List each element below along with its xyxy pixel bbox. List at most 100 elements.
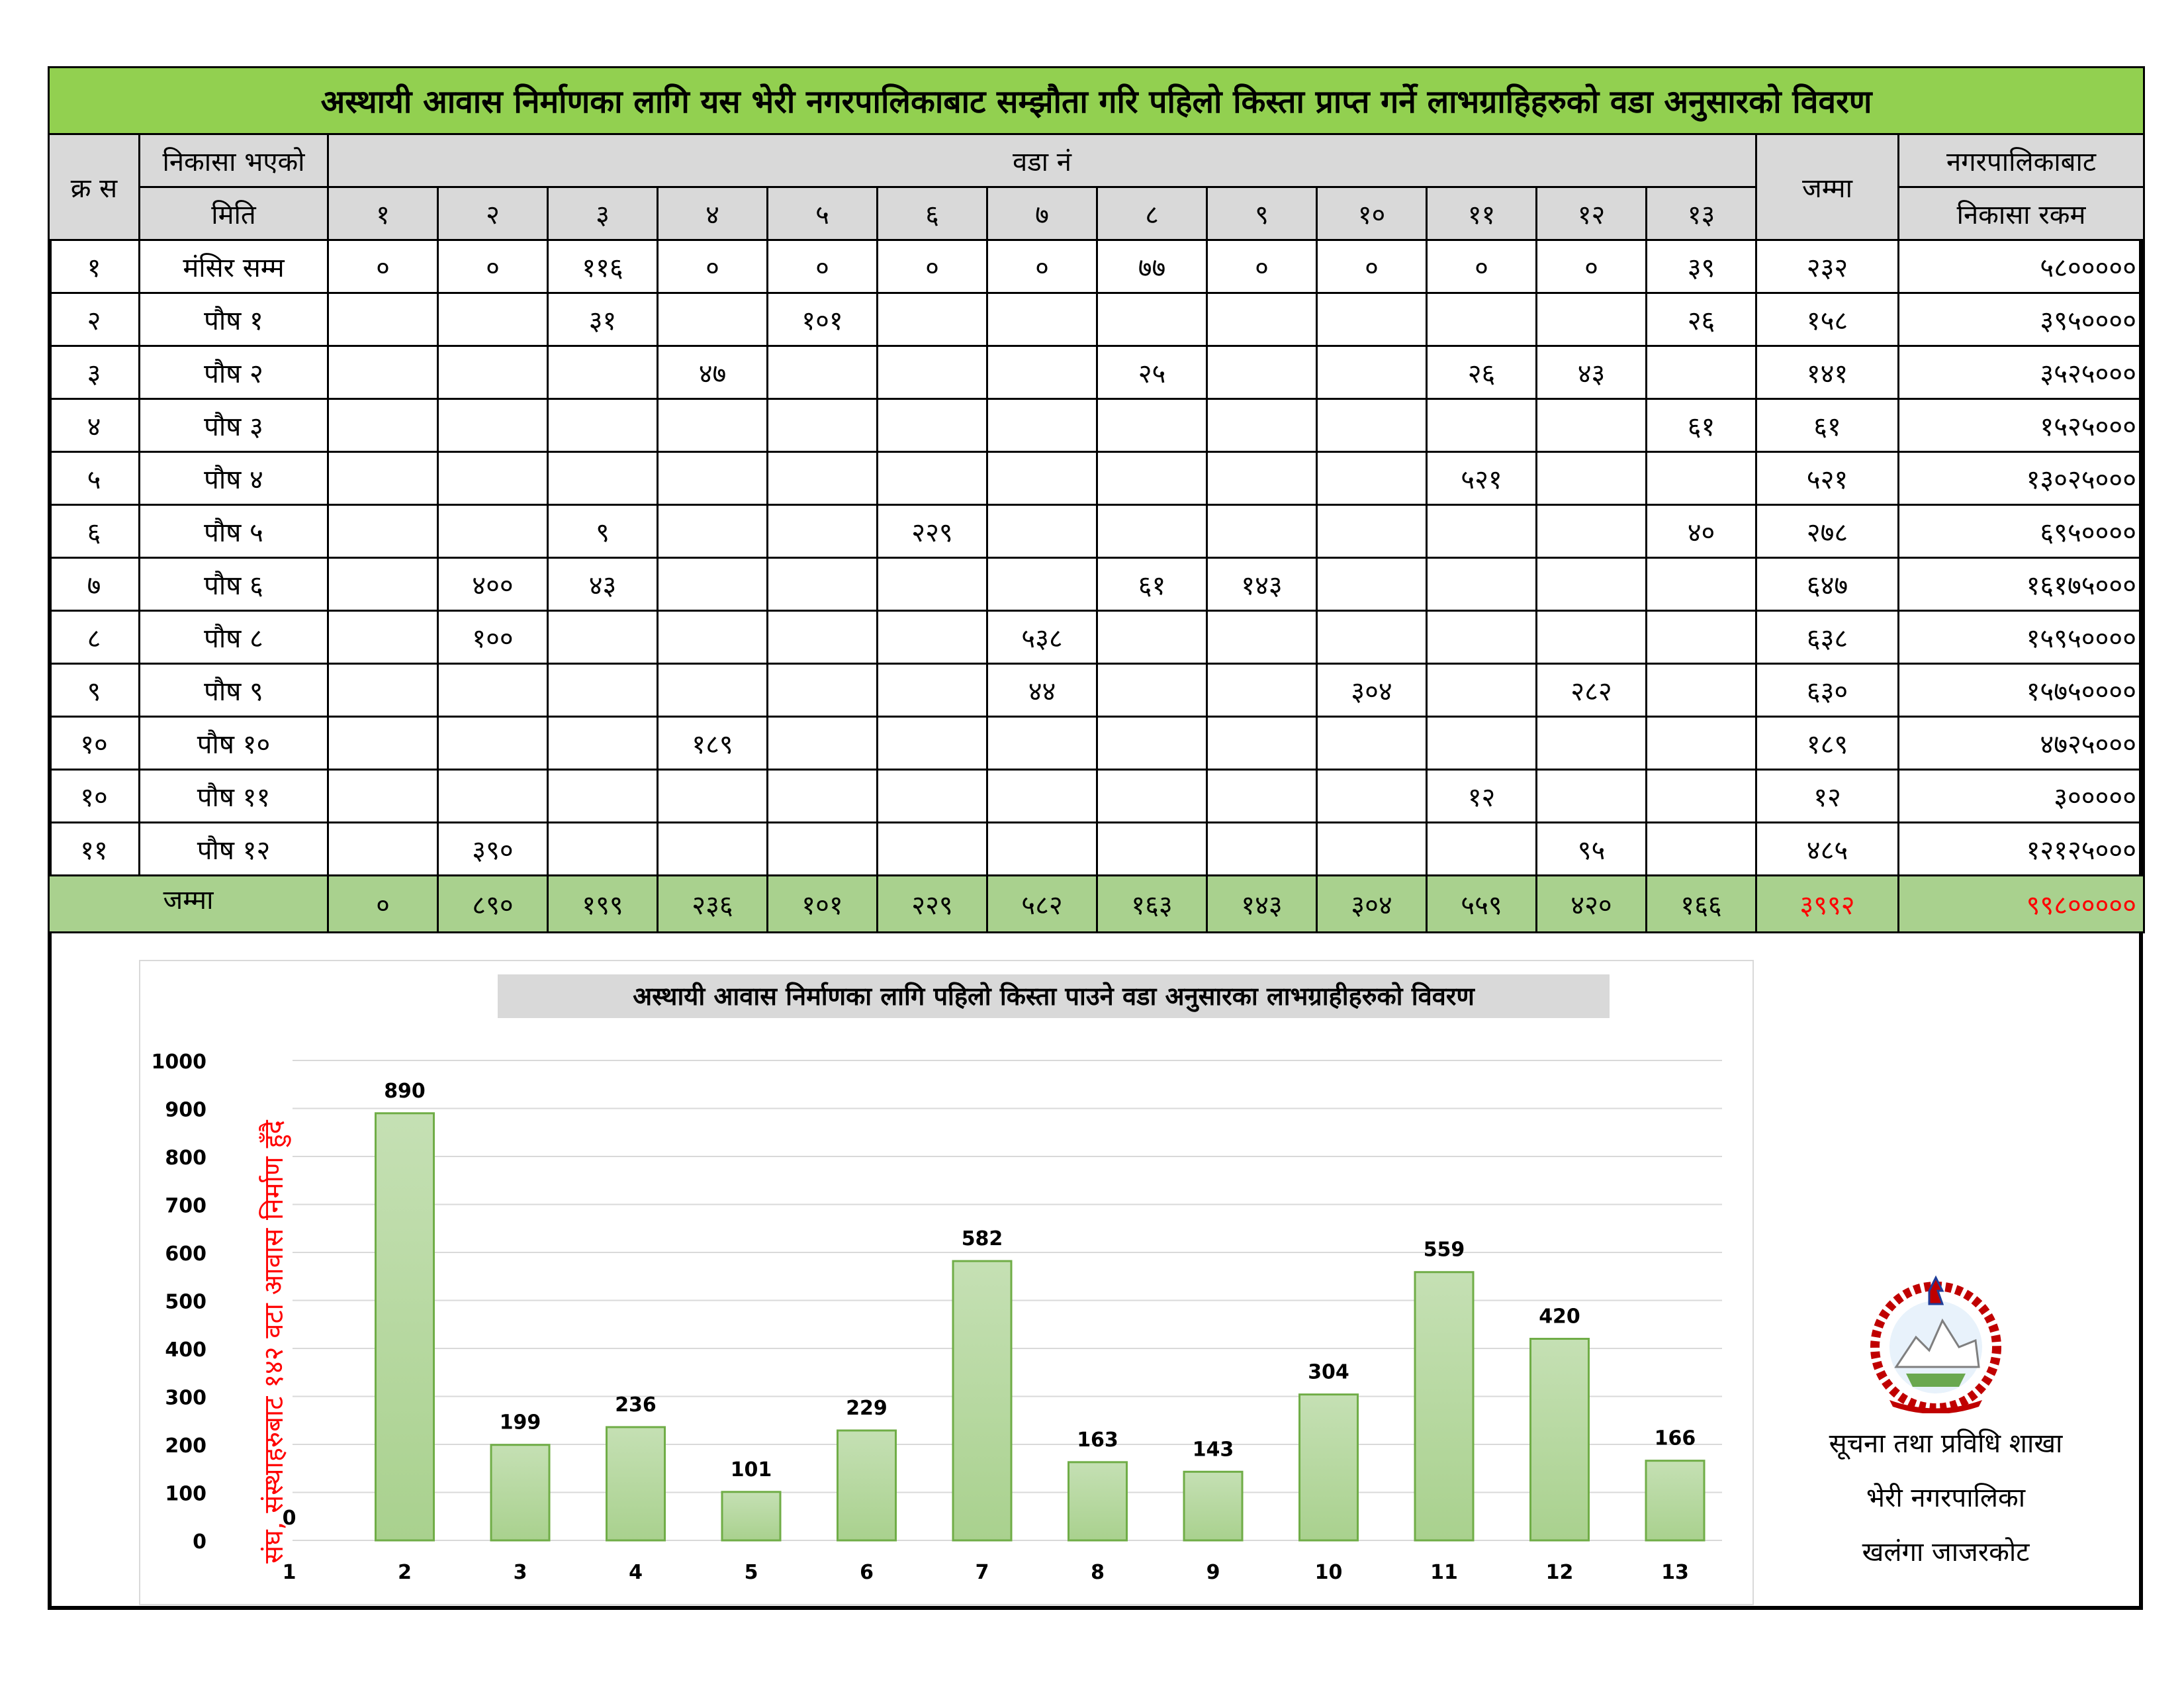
row-ward-cell bbox=[327, 663, 439, 718]
row-ward-cell bbox=[327, 557, 439, 612]
row-ward-cell bbox=[876, 345, 988, 400]
row-ward-cell bbox=[766, 716, 878, 771]
row-ward-cell: १२ bbox=[1426, 769, 1537, 823]
row-ward-cell bbox=[766, 345, 878, 400]
x-tick-label: 1 bbox=[283, 1561, 296, 1584]
bar-ward-13 bbox=[1645, 1460, 1706, 1542]
table-row: ५ पौष ४ ५२१ ५२१ १३०२५००० bbox=[48, 451, 2146, 506]
row-total: ६३० bbox=[1755, 663, 1899, 718]
row-total: १४१ bbox=[1755, 345, 1899, 400]
footer-department: सूचना तथा प्रविधि शाखा bbox=[1829, 1429, 2063, 1459]
totals-row: जम्मा ० ८९० १९९ २३६ १०१ २२९ ५८२ १६३ १४३ ३०४ ५५९ ४२०… bbox=[48, 874, 2146, 933]
row-date: पौष १२ bbox=[138, 821, 329, 876]
row-ward-cell bbox=[547, 769, 659, 823]
row-ward-cell bbox=[1096, 769, 1208, 823]
row-ward-cell bbox=[1645, 557, 1757, 612]
row-total: १२ bbox=[1755, 769, 1899, 823]
x-tick-label: 5 bbox=[745, 1561, 758, 1584]
beneficiary-table: अस्थायी आवास निर्माणका लागि यस भेरी नगरप… bbox=[47, 66, 2146, 933]
row-ward-cell bbox=[547, 345, 659, 400]
row-serial: ११ bbox=[48, 821, 140, 876]
row-total: ६४७ bbox=[1755, 557, 1899, 612]
row-serial: १० bbox=[48, 716, 140, 771]
x-tick-label: 10 bbox=[1315, 1561, 1343, 1584]
row-ward-cell bbox=[327, 345, 439, 400]
row-ward-cell: ९५ bbox=[1535, 821, 1647, 876]
row-ward-cell bbox=[547, 451, 659, 506]
table-row: ९ पौष ९ ४४ ३०४ २८२ ६३० १५७५०००० bbox=[48, 663, 2146, 718]
row-date: पौष ४ bbox=[138, 451, 329, 506]
row-ward-cell bbox=[437, 451, 549, 506]
table-body: १ मंसिर सम्म ० ० ११६ ० ० ० ० ७७ ० ० ० ० ३९ २३२ ५८००००० २ प… bbox=[48, 239, 2146, 876]
row-ward-cell bbox=[657, 292, 768, 347]
row-ward-cell bbox=[437, 398, 549, 453]
chart-title: अस्थायी आवास निर्माणका लागि पहिलो किस्ता… bbox=[633, 982, 1475, 1012]
row-ward-cell bbox=[766, 610, 878, 665]
row-ward-cell bbox=[657, 663, 768, 718]
row-ward-cell: १८९ bbox=[657, 716, 768, 771]
row-serial: ३ bbox=[48, 345, 140, 400]
row-ward-cell: ३०४ bbox=[1316, 663, 1428, 718]
chart-title-band bbox=[498, 974, 1610, 1018]
row-ward-cell: ३९ bbox=[1645, 239, 1757, 294]
row-serial: २ bbox=[48, 292, 140, 347]
row-ward-cell bbox=[1645, 610, 1757, 665]
header-date-line2: मिति bbox=[138, 186, 329, 241]
row-serial: ९ bbox=[48, 663, 140, 718]
row-ward-cell bbox=[1426, 504, 1537, 559]
row-serial: ५ bbox=[48, 451, 140, 506]
header-date-line1: निकासा भएको bbox=[138, 133, 329, 188]
row-ward-cell bbox=[547, 821, 659, 876]
row-ward-cell bbox=[327, 398, 439, 453]
row-ward-cell bbox=[1206, 292, 1318, 347]
row-ward-cell bbox=[876, 610, 988, 665]
y-tick-label: 1000 bbox=[152, 1051, 207, 1074]
row-ward-cell: २६ bbox=[1426, 345, 1537, 400]
row-total: १५८ bbox=[1755, 292, 1899, 347]
row-ward-cell bbox=[876, 663, 988, 718]
data-label: 582 bbox=[962, 1227, 1003, 1250]
row-ward-cell bbox=[766, 769, 878, 823]
row-ward-cell bbox=[1206, 769, 1318, 823]
row-serial: ७ bbox=[48, 557, 140, 612]
row-total: ६१ bbox=[1755, 398, 1899, 453]
row-ward-cell: १४३ bbox=[1206, 557, 1318, 612]
grand-total: ३९९२ bbox=[1755, 874, 1899, 933]
row-ward-cell bbox=[876, 451, 988, 506]
row-ward-cell bbox=[1206, 821, 1318, 876]
data-label: 229 bbox=[846, 1397, 887, 1420]
total-ward-6: २२९ bbox=[876, 874, 988, 933]
row-ward-cell bbox=[1645, 821, 1757, 876]
header-ward-7: ७ bbox=[986, 186, 1098, 241]
row-ward-cell bbox=[1426, 663, 1537, 718]
bar-ward-8 bbox=[1068, 1461, 1128, 1542]
row-serial: ६ bbox=[48, 504, 140, 559]
row-ward-cell bbox=[1316, 398, 1428, 453]
row-ward-cell bbox=[1206, 398, 1318, 453]
footer-municipality: भेरी नगरपालिका bbox=[1866, 1483, 2026, 1513]
total-ward-10: ३०४ bbox=[1316, 874, 1428, 933]
total-ward-9: १४३ bbox=[1206, 874, 1318, 933]
row-ward-cell bbox=[547, 716, 659, 771]
total-ward-5: १०१ bbox=[766, 874, 878, 933]
y-tick-label: 0 bbox=[193, 1530, 206, 1554]
total-ward-12: ४२० bbox=[1535, 874, 1647, 933]
chart-annotation: संघ, संस्थाहरुबाट १४२ वटा आवास निर्माण ह… bbox=[259, 1119, 291, 1564]
row-serial: १० bbox=[48, 769, 140, 823]
nepal-emblem-icon bbox=[1870, 1275, 2001, 1413]
x-tick-label: 9 bbox=[1206, 1561, 1220, 1584]
row-amount: ६९५०००० bbox=[1897, 504, 2146, 559]
data-label: 0 bbox=[283, 1507, 296, 1530]
bar-ward-10 bbox=[1298, 1393, 1359, 1542]
row-ward-cell bbox=[1645, 451, 1757, 506]
chart-area: अस्थायी आवास निर्माणका लागि पहिलो किस्ता… bbox=[139, 960, 1754, 1605]
row-ward-cell bbox=[876, 716, 988, 771]
row-ward-cell bbox=[657, 610, 768, 665]
total-ward-7: ५८२ bbox=[986, 874, 1098, 933]
row-ward-cell bbox=[1426, 557, 1537, 612]
row-ward-cell: ४०० bbox=[437, 557, 549, 612]
ward-bar-chart: अस्थायी आवास निर्माणका लागि पहिलो किस्ता… bbox=[152, 974, 1722, 1584]
row-serial: ४ bbox=[48, 398, 140, 453]
row-ward-cell bbox=[876, 821, 988, 876]
y-tick-label: 400 bbox=[165, 1338, 206, 1362]
